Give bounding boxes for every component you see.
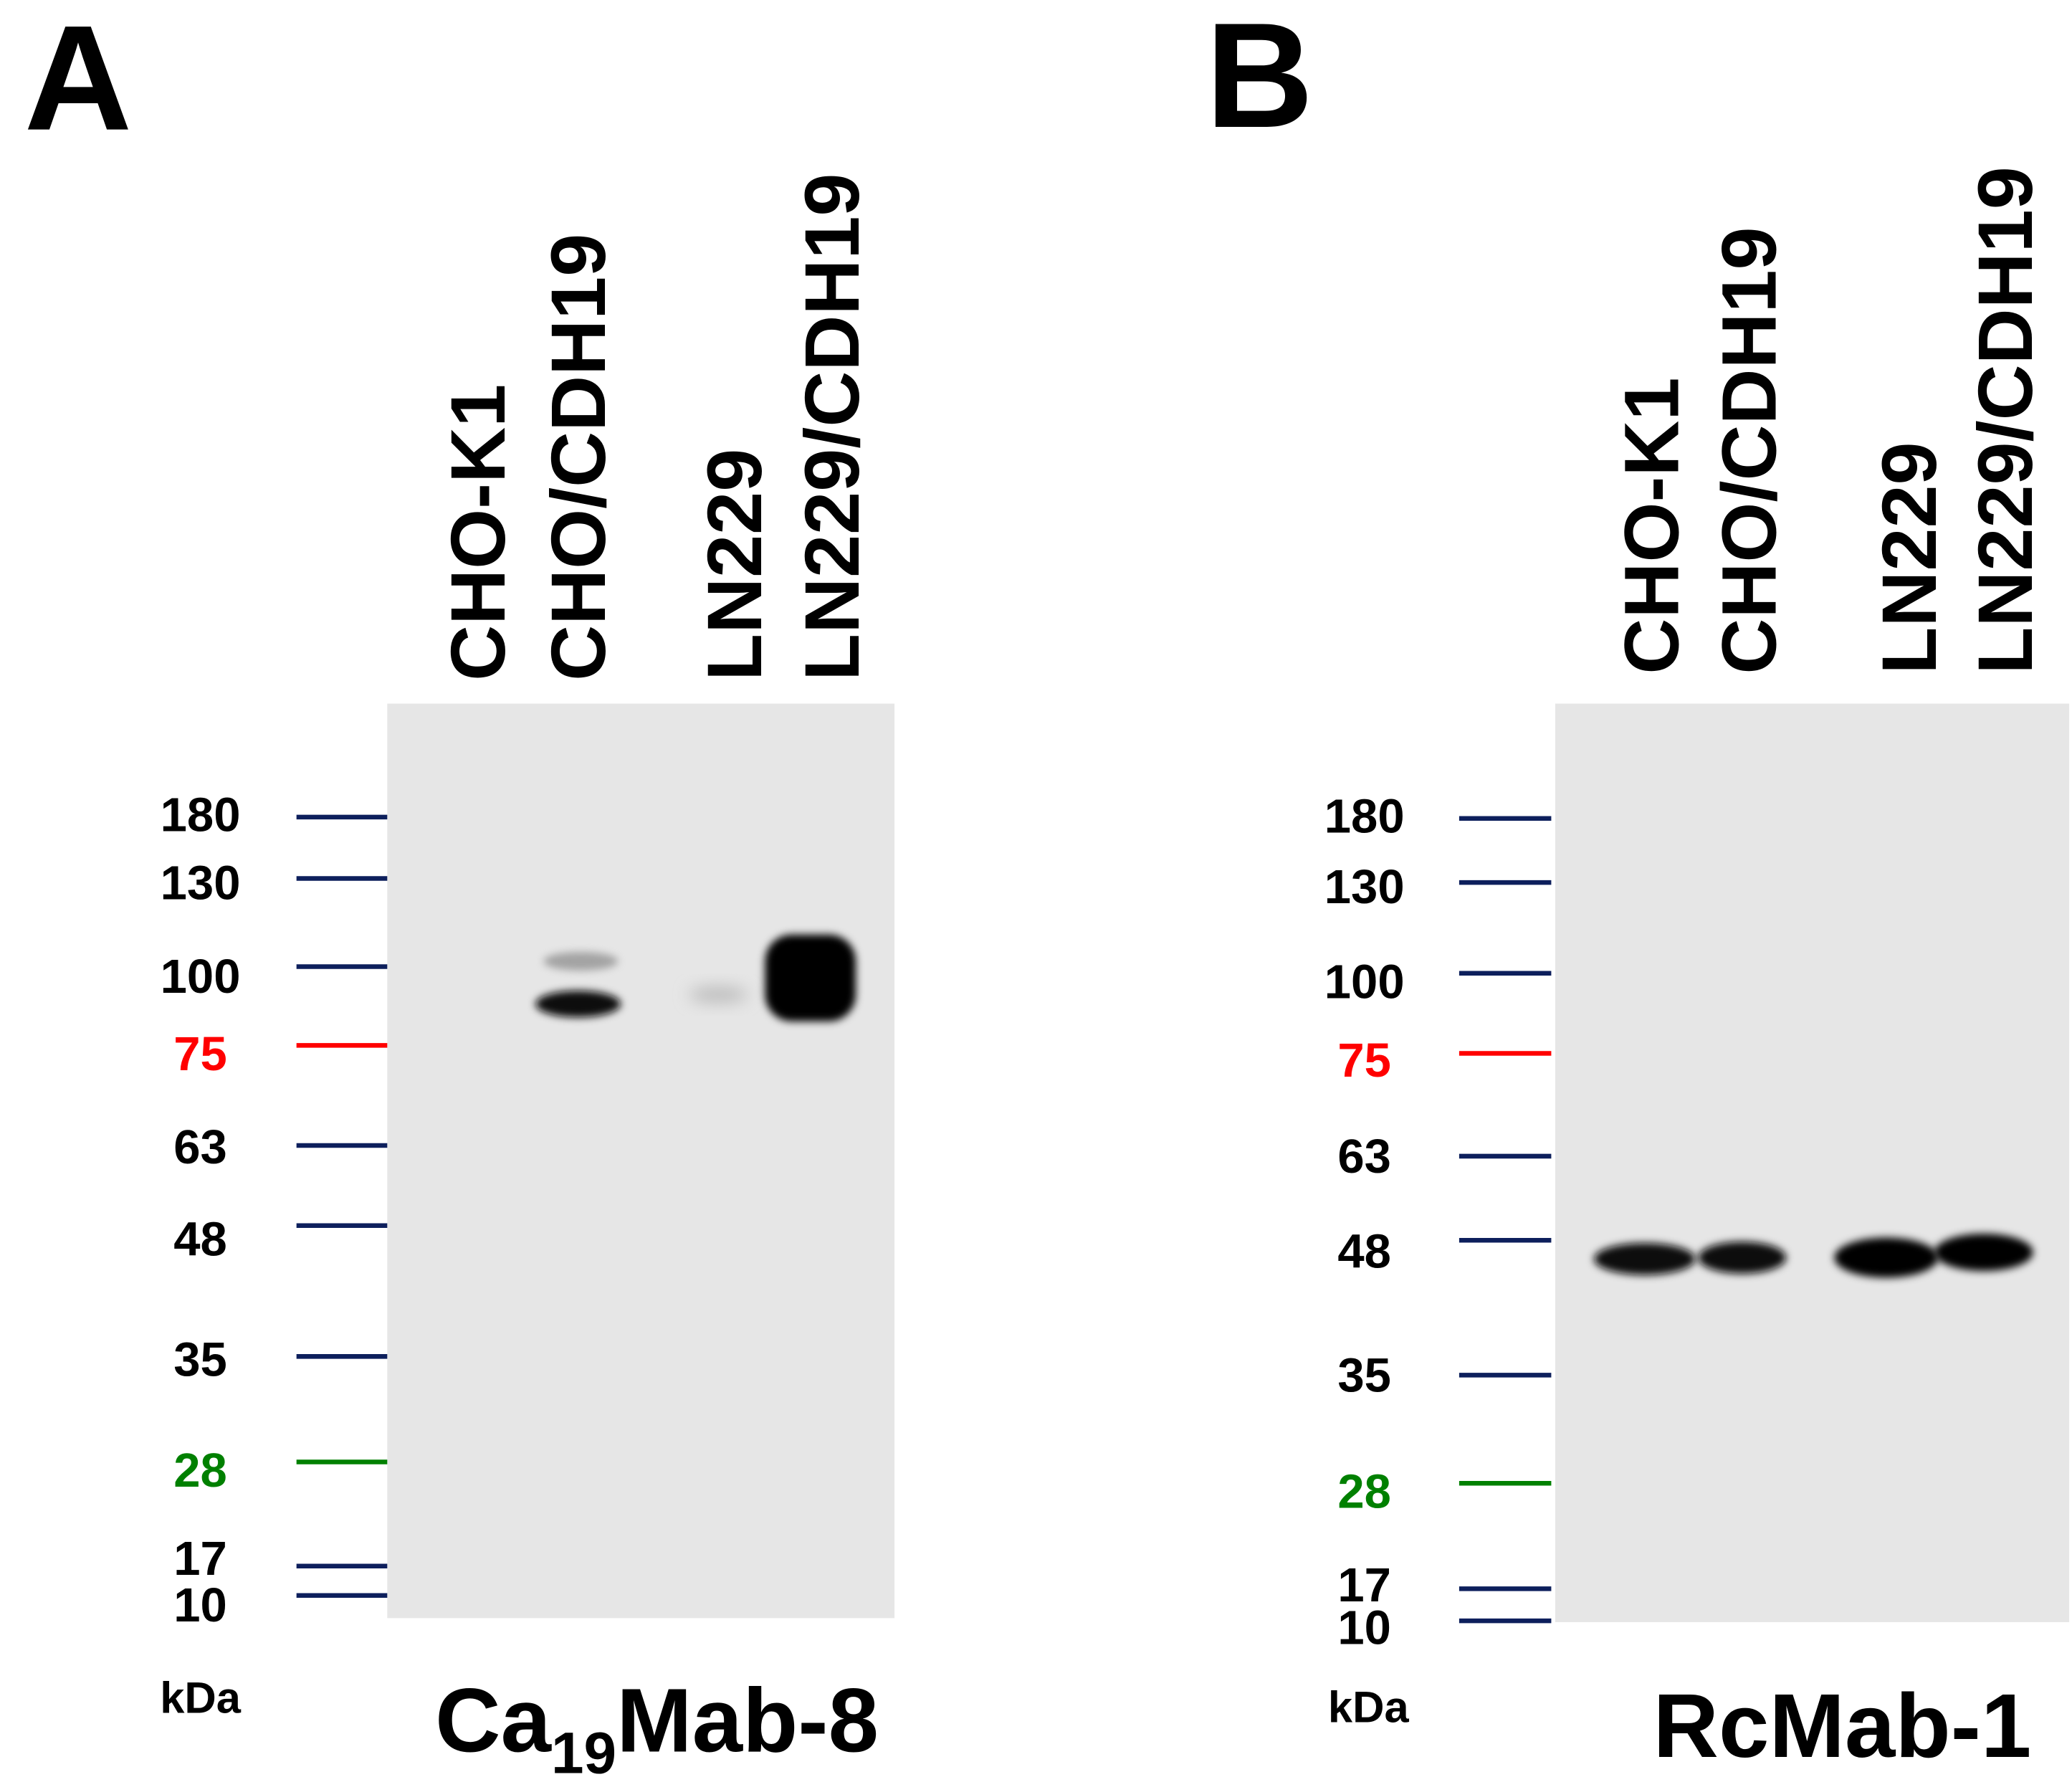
lane-label: CHO/CDH19 <box>1705 227 1792 674</box>
marker-label: 63 <box>173 1120 227 1174</box>
marker-label: 130 <box>161 856 241 910</box>
lane-label: LN229/CDH19 <box>1962 166 2048 674</box>
band <box>765 934 856 1021</box>
marker-label: 35 <box>173 1333 227 1386</box>
bands <box>535 934 856 1021</box>
lane-label: LN229 <box>691 449 778 681</box>
antibody-title-part: RcMab-1 <box>1653 1674 2032 1776</box>
panel-label: A <box>24 0 133 162</box>
panel-label: B <box>1206 0 1314 159</box>
antibody-title: RcMab-1 <box>1653 1674 2032 1776</box>
blot-membrane <box>1555 703 2070 1622</box>
marker-label: 28 <box>1337 1465 1391 1519</box>
lane-label: LN229/CDH19 <box>788 173 875 680</box>
marker-label: 48 <box>1337 1224 1391 1278</box>
marker-label: 180 <box>1324 789 1405 843</box>
marker-label: 180 <box>161 788 241 842</box>
antibody-title: Ca19Mab-8 <box>435 1669 879 1777</box>
marker-label: 75 <box>173 1027 227 1081</box>
antibody-title-part: Mab-8 <box>616 1669 879 1771</box>
marker-label: 130 <box>1324 860 1405 914</box>
antibody-title-part: Ca <box>435 1669 552 1771</box>
lane-label: LN229 <box>1866 442 1952 674</box>
unit-label: kDa <box>160 1674 242 1723</box>
lane-label: CHO-K1 <box>434 384 521 681</box>
lane-label: CHO-K1 <box>1608 377 1694 674</box>
band <box>543 951 619 971</box>
band <box>1594 1242 1696 1275</box>
marker-label: 10 <box>173 1578 227 1632</box>
band <box>1834 1237 1939 1278</box>
unit-label: kDa <box>1328 1683 1410 1733</box>
antibody-title-part: 19 <box>551 1720 616 1777</box>
marker-label: 17 <box>1337 1558 1391 1612</box>
band <box>535 990 621 1018</box>
marker-label: 75 <box>1337 1034 1391 1087</box>
band <box>1934 1233 2033 1272</box>
marker-label: 100 <box>1324 955 1405 1009</box>
marker-label: 10 <box>1337 1601 1391 1655</box>
band <box>1698 1242 1787 1274</box>
marker-label: 100 <box>161 950 241 1004</box>
marker-label: 35 <box>1337 1349 1391 1403</box>
marker-label: 17 <box>173 1532 227 1586</box>
marker-label: 63 <box>1337 1130 1391 1183</box>
marker-label: 28 <box>173 1444 227 1497</box>
marker-label: 48 <box>173 1213 227 1267</box>
lane-label: CHO/CDH19 <box>535 234 621 681</box>
bands <box>1594 1233 2033 1278</box>
band <box>689 986 748 1003</box>
blot-membrane <box>387 703 895 1619</box>
